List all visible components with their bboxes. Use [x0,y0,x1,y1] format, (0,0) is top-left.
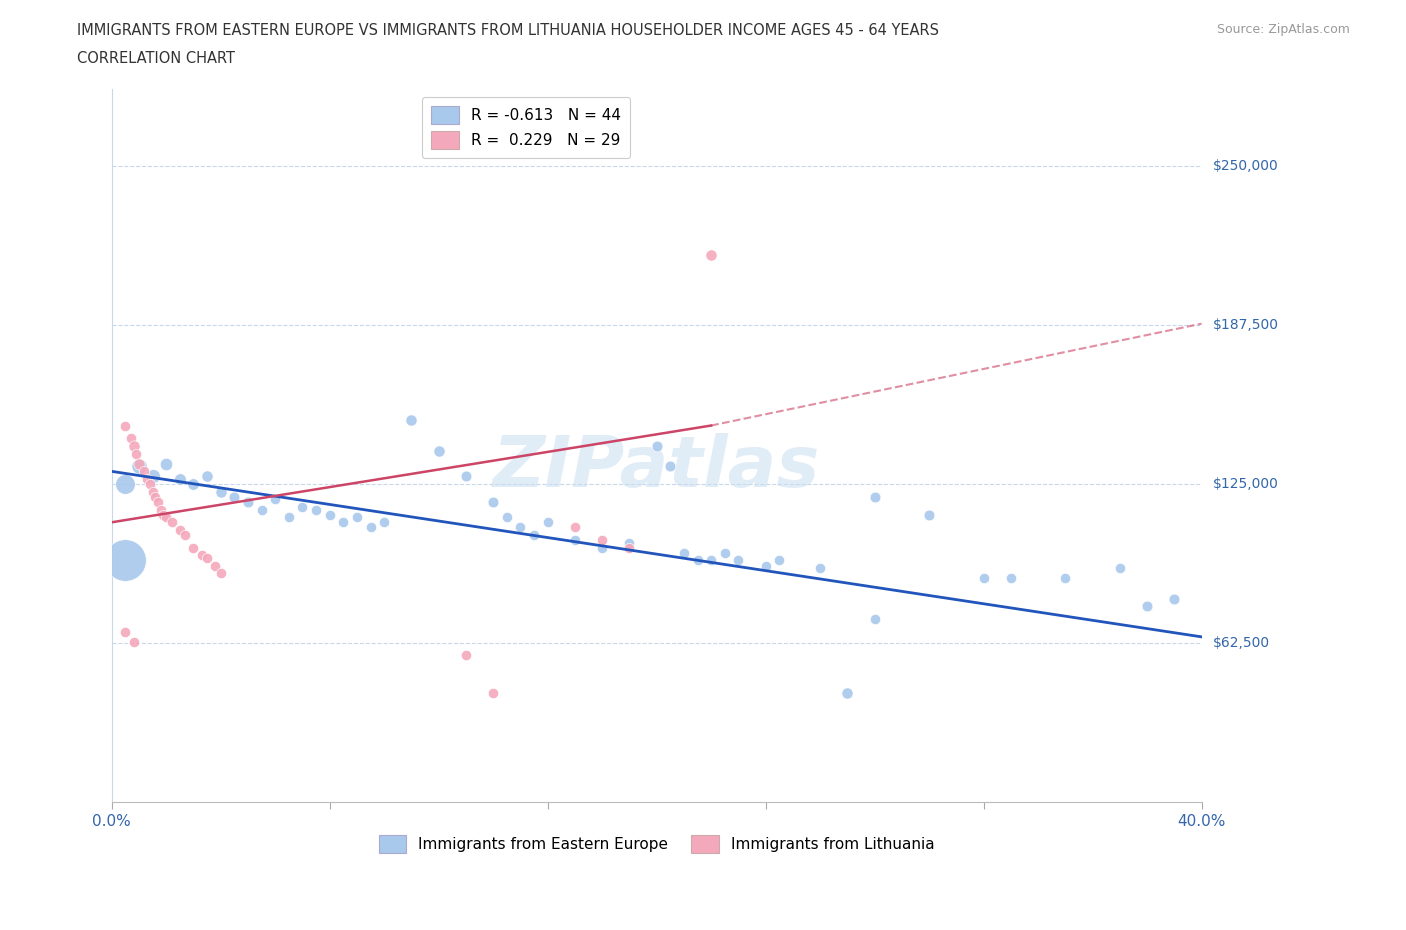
Legend: Immigrants from Eastern Europe, Immigrants from Lithuania: Immigrants from Eastern Europe, Immigran… [373,829,941,859]
Point [863,489,886,504]
Point [700,247,723,262]
Point [1136,599,1159,614]
Point [134,464,156,479]
Point [495,510,517,525]
Point [264,492,287,507]
Point [122,634,145,649]
Text: $62,500: $62,500 [1212,636,1270,650]
Point [236,495,259,510]
Point [918,507,941,522]
Point [727,553,749,568]
Point [142,485,165,499]
Point [373,515,395,530]
Point [169,523,191,538]
Point [332,515,354,530]
Point [152,507,174,522]
Point [591,540,613,555]
Point [401,413,423,428]
Point [346,510,368,525]
Point [768,553,790,568]
Point [713,545,735,560]
Text: Source: ZipAtlas.com: Source: ZipAtlas.com [1216,23,1350,36]
Point [183,540,205,555]
Point [700,553,723,568]
Point [183,477,205,492]
Text: ZIPatlas: ZIPatlas [494,432,820,502]
Point [114,418,136,433]
Point [155,457,177,472]
Text: IMMIGRANTS FROM EASTERN EUROPE VS IMMIGRANTS FROM LITHUANIA HOUSEHOLDER INCOME A: IMMIGRANTS FROM EASTERN EUROPE VS IMMIGR… [77,23,939,38]
Text: $187,500: $187,500 [1212,318,1278,332]
Point [209,565,232,580]
Point [209,485,232,499]
Point [482,495,505,510]
Point [114,477,136,492]
Point [305,502,328,517]
Point [645,438,668,453]
Point [564,533,586,548]
Point [114,624,136,639]
Point [564,520,586,535]
Point [160,515,183,530]
Point [190,548,212,563]
Point [509,520,531,535]
Point [122,438,145,453]
Text: $125,000: $125,000 [1212,477,1278,491]
Point [619,536,641,551]
Point [619,540,641,555]
Text: CORRELATION CHART: CORRELATION CHART [77,51,235,66]
Point [250,502,273,517]
Point [139,477,162,492]
Point [808,561,831,576]
Point [204,558,226,573]
Point [136,472,159,486]
Point [291,499,314,514]
Point [125,446,148,461]
Point [143,489,166,504]
Point [169,472,191,486]
Point [277,510,299,525]
Point [973,571,995,586]
Point [146,495,169,510]
Point [128,458,150,473]
Point [482,685,505,700]
Point [128,457,150,472]
Point [837,685,859,700]
Point [755,558,778,573]
Point [360,520,382,535]
Point [686,553,709,568]
Point [155,510,177,525]
Point [174,527,197,542]
Text: $250,000: $250,000 [1212,159,1278,173]
Point [523,527,546,542]
Point [1054,571,1077,586]
Point [454,469,477,484]
Point [195,469,218,484]
Point [659,458,682,473]
Point [537,515,560,530]
Point [1109,561,1132,576]
Point [672,545,695,560]
Point [142,469,165,484]
Point [195,551,218,565]
Point [149,502,172,517]
Point [1163,591,1185,606]
Point [454,647,477,662]
Point [863,612,886,627]
Point [318,507,340,522]
Point [591,533,613,548]
Point [1000,571,1022,586]
Point [427,444,450,458]
Point [224,489,246,504]
Point [120,431,142,445]
Point [114,553,136,568]
